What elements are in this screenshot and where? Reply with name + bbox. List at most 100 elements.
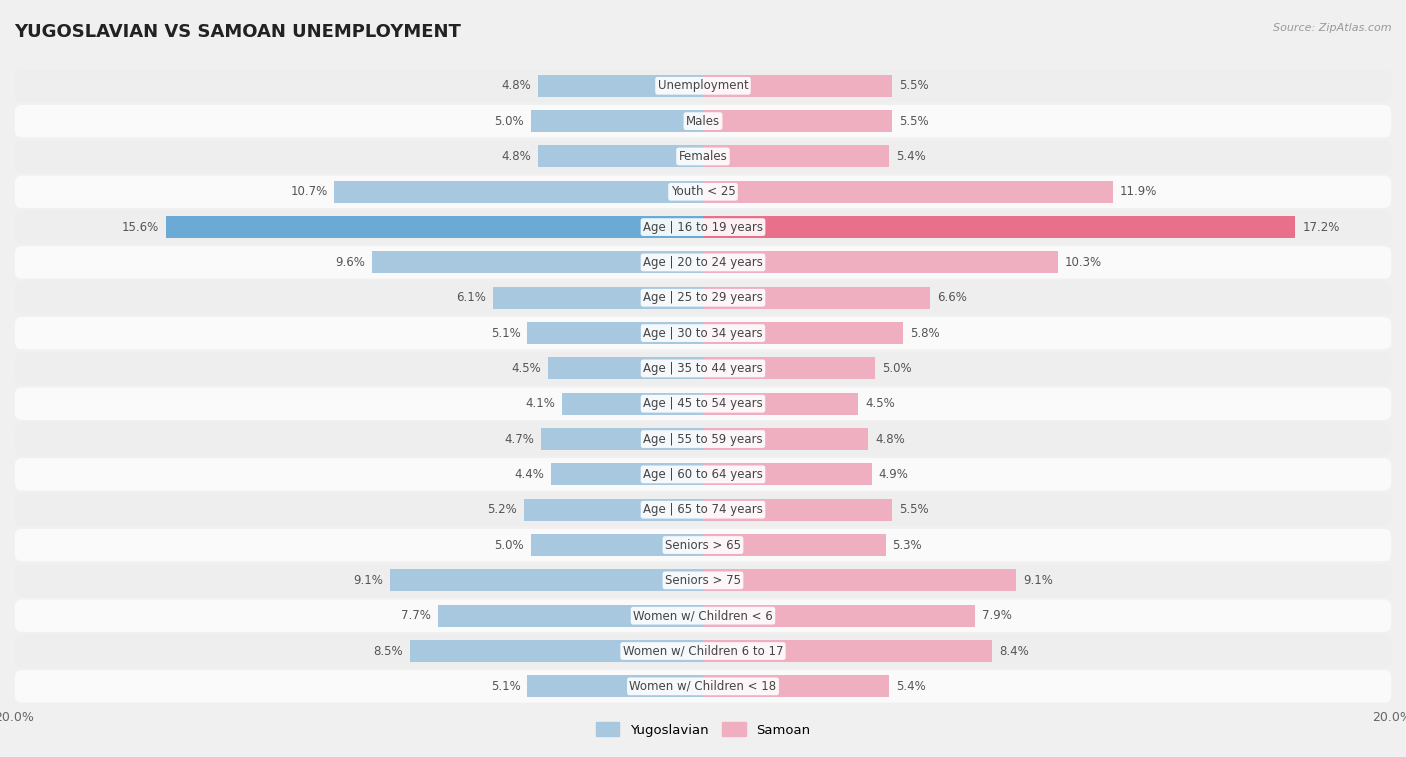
Bar xyxy=(703,463,872,485)
Text: 9.1%: 9.1% xyxy=(353,574,382,587)
Bar xyxy=(703,181,1114,203)
Text: Age | 20 to 24 years: Age | 20 to 24 years xyxy=(643,256,763,269)
FancyBboxPatch shape xyxy=(14,68,1392,103)
Text: 8.5%: 8.5% xyxy=(374,644,404,658)
Text: 6.6%: 6.6% xyxy=(938,291,967,304)
FancyBboxPatch shape xyxy=(14,598,1392,633)
Bar xyxy=(524,499,703,521)
FancyBboxPatch shape xyxy=(14,669,1392,704)
Text: 4.5%: 4.5% xyxy=(865,397,894,410)
Bar xyxy=(411,640,703,662)
Text: 10.3%: 10.3% xyxy=(1064,256,1102,269)
Text: Seniors > 75: Seniors > 75 xyxy=(665,574,741,587)
Text: Women w/ Children < 6: Women w/ Children < 6 xyxy=(633,609,773,622)
Bar xyxy=(335,181,703,203)
Text: Age | 25 to 29 years: Age | 25 to 29 years xyxy=(643,291,763,304)
Bar xyxy=(703,675,889,697)
Text: 5.4%: 5.4% xyxy=(896,680,925,693)
Text: 9.1%: 9.1% xyxy=(1024,574,1053,587)
Text: Source: ZipAtlas.com: Source: ZipAtlas.com xyxy=(1274,23,1392,33)
Bar xyxy=(703,569,1017,591)
Text: 4.1%: 4.1% xyxy=(524,397,555,410)
Bar xyxy=(562,393,703,415)
FancyBboxPatch shape xyxy=(14,245,1392,280)
FancyBboxPatch shape xyxy=(14,563,1392,598)
Text: Unemployment: Unemployment xyxy=(658,79,748,92)
Bar xyxy=(537,145,703,167)
Bar xyxy=(494,287,703,309)
Bar xyxy=(703,428,869,450)
Text: 5.5%: 5.5% xyxy=(900,114,929,128)
FancyBboxPatch shape xyxy=(14,174,1392,209)
FancyBboxPatch shape xyxy=(14,139,1392,174)
Text: Women w/ Children < 18: Women w/ Children < 18 xyxy=(630,680,776,693)
Bar xyxy=(703,145,889,167)
Text: Age | 35 to 44 years: Age | 35 to 44 years xyxy=(643,362,763,375)
Bar xyxy=(703,534,886,556)
Bar xyxy=(703,322,903,344)
Bar xyxy=(389,569,703,591)
Text: Age | 65 to 74 years: Age | 65 to 74 years xyxy=(643,503,763,516)
Text: Females: Females xyxy=(679,150,727,163)
Text: 5.8%: 5.8% xyxy=(910,326,939,340)
Text: 5.0%: 5.0% xyxy=(495,114,524,128)
Bar xyxy=(551,463,703,485)
Text: Age | 60 to 64 years: Age | 60 to 64 years xyxy=(643,468,763,481)
Text: 4.8%: 4.8% xyxy=(875,432,905,446)
Bar xyxy=(531,534,703,556)
Text: 4.8%: 4.8% xyxy=(501,150,531,163)
Text: Seniors > 65: Seniors > 65 xyxy=(665,538,741,552)
Bar xyxy=(166,217,703,238)
FancyBboxPatch shape xyxy=(14,528,1392,562)
Text: Males: Males xyxy=(686,114,720,128)
Text: 15.6%: 15.6% xyxy=(121,220,159,234)
Legend: Yugoslavian, Samoan: Yugoslavian, Samoan xyxy=(591,717,815,742)
Text: YUGOSLAVIAN VS SAMOAN UNEMPLOYMENT: YUGOSLAVIAN VS SAMOAN UNEMPLOYMENT xyxy=(14,23,461,41)
Text: Women w/ Children 6 to 17: Women w/ Children 6 to 17 xyxy=(623,644,783,658)
Text: 7.9%: 7.9% xyxy=(981,609,1012,622)
Text: 17.2%: 17.2% xyxy=(1302,220,1340,234)
FancyBboxPatch shape xyxy=(14,280,1392,315)
Bar xyxy=(703,287,931,309)
FancyBboxPatch shape xyxy=(14,386,1392,421)
Bar xyxy=(703,251,1057,273)
Text: Youth < 25: Youth < 25 xyxy=(671,185,735,198)
Text: 4.5%: 4.5% xyxy=(512,362,541,375)
Bar xyxy=(537,75,703,97)
Text: 5.4%: 5.4% xyxy=(896,150,925,163)
Bar xyxy=(703,357,875,379)
Bar xyxy=(437,605,703,627)
Text: 10.7%: 10.7% xyxy=(290,185,328,198)
Bar xyxy=(703,217,1295,238)
Text: 5.1%: 5.1% xyxy=(491,680,520,693)
Text: Age | 16 to 19 years: Age | 16 to 19 years xyxy=(643,220,763,234)
Text: Age | 45 to 54 years: Age | 45 to 54 years xyxy=(643,397,763,410)
Bar xyxy=(527,675,703,697)
FancyBboxPatch shape xyxy=(14,492,1392,527)
Text: 5.0%: 5.0% xyxy=(882,362,911,375)
Bar xyxy=(703,393,858,415)
FancyBboxPatch shape xyxy=(14,422,1392,456)
FancyBboxPatch shape xyxy=(14,457,1392,492)
Text: 4.9%: 4.9% xyxy=(879,468,908,481)
Bar xyxy=(548,357,703,379)
FancyBboxPatch shape xyxy=(14,351,1392,386)
Text: 5.1%: 5.1% xyxy=(491,326,520,340)
Text: 4.8%: 4.8% xyxy=(501,79,531,92)
Bar xyxy=(373,251,703,273)
Text: 4.4%: 4.4% xyxy=(515,468,544,481)
Text: 5.0%: 5.0% xyxy=(495,538,524,552)
Text: 4.7%: 4.7% xyxy=(505,432,534,446)
Text: 11.9%: 11.9% xyxy=(1119,185,1157,198)
Bar xyxy=(703,605,976,627)
Bar xyxy=(703,111,893,132)
FancyBboxPatch shape xyxy=(14,634,1392,668)
Text: 9.6%: 9.6% xyxy=(336,256,366,269)
FancyBboxPatch shape xyxy=(14,316,1392,350)
Bar xyxy=(703,640,993,662)
Bar xyxy=(527,322,703,344)
Text: Age | 30 to 34 years: Age | 30 to 34 years xyxy=(643,326,763,340)
Text: 5.3%: 5.3% xyxy=(893,538,922,552)
Text: Age | 55 to 59 years: Age | 55 to 59 years xyxy=(643,432,763,446)
Text: 5.5%: 5.5% xyxy=(900,503,929,516)
